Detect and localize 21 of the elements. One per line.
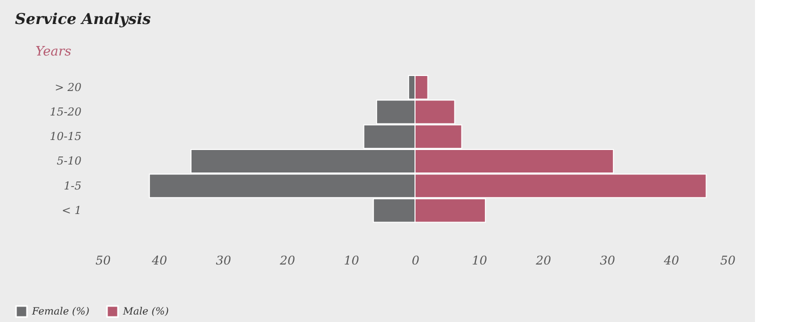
x-tick-label: 50 <box>720 254 736 268</box>
y-tick-label: 1-5 <box>64 179 82 192</box>
x-tick-label: 40 <box>662 254 680 268</box>
x-tick-label: 20 <box>534 254 552 268</box>
x-tick-label: 0 <box>412 254 420 268</box>
x-tick-label: 30 <box>600 254 616 268</box>
x-tick-label: 50 <box>96 254 112 268</box>
y-tick-label: < 1 <box>62 204 82 217</box>
y-tick-label: 10-15 <box>50 130 82 144</box>
y-tick-label: 5-10 <box>56 154 82 168</box>
x-tick-label: 10 <box>472 254 488 268</box>
y-tick-label: 15-20 <box>50 105 82 118</box>
x-tick-label: 20 <box>278 254 296 268</box>
chart-title: Service Analysis <box>15 10 152 28</box>
x-tick-label: 10 <box>344 254 360 268</box>
y-axis-title: Years <box>36 44 72 60</box>
legend-label: Female (%) <box>31 306 90 318</box>
y-tick-label: > 20 <box>54 80 82 94</box>
x-tick-label: 40 <box>150 254 168 268</box>
x-tick-label: 30 <box>216 254 232 268</box>
legend-label: Male (%) <box>122 306 169 318</box>
